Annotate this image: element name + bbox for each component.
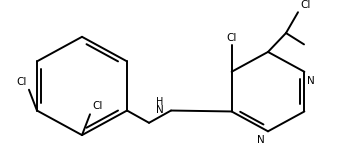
Text: H: H	[157, 97, 164, 107]
Text: N: N	[307, 76, 315, 86]
Text: N: N	[257, 135, 265, 145]
Text: Cl: Cl	[226, 33, 237, 43]
Text: Cl: Cl	[300, 0, 310, 10]
Text: Cl: Cl	[17, 77, 27, 87]
Text: N: N	[156, 105, 164, 115]
Text: Cl: Cl	[92, 101, 102, 111]
